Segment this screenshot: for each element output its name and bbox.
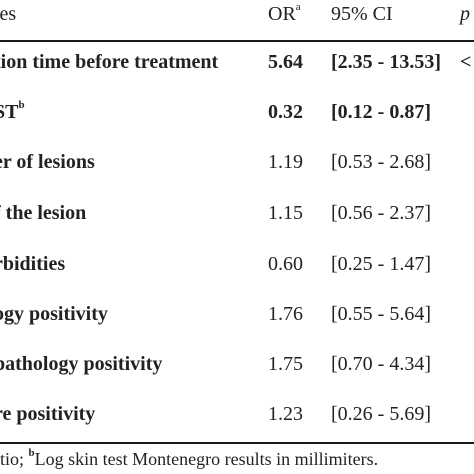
row-variable: tion time before treatment [0,51,219,73]
row-variable: rbidities [0,253,66,275]
row-or: 0.60 [268,253,303,275]
row-ci: [0.55 - 5.64] [331,303,431,325]
table-bottom-rule [0,442,474,444]
row-ci: [0.25 - 1.47] [331,253,431,275]
header-p-value: p [460,3,470,25]
row-variable: pathology positivity [0,353,163,375]
header-divider [0,40,474,42]
header-variables: les [0,3,17,25]
row-ci: [2.35 - 13.53] [331,51,441,73]
row-or: 1.76 [268,303,303,325]
row-variable: STb [0,99,25,123]
row-variable: er of lesions [0,151,95,173]
row-variable: ogy positivity [0,303,108,325]
row-or: 1.23 [268,403,303,425]
header-or: ORa [268,2,301,26]
row-ci: [0.56 - 2.37] [331,202,431,224]
row-or: 1.19 [268,151,303,173]
row-p: < [460,51,472,73]
row-variable: f the lesion [0,202,87,224]
header-ci: 95% CI [331,3,393,25]
row-variable: re positivity [0,403,96,425]
header-or-label: OR [268,3,296,25]
row-ci: [0.70 - 4.34] [331,353,431,375]
row-ci: [0.53 - 2.68] [331,151,431,173]
row-or: 5.64 [268,51,303,73]
row-or: 1.75 [268,353,303,375]
row-ci: [0.26 - 5.69] [331,403,431,425]
table-footnote: atio; bLog skin test Montenegro results … [0,447,379,470]
header-or-footnote-mark: a [295,1,301,14]
row-or: 1.15 [268,202,303,224]
row-ci: [0.12 - 0.87] [331,101,431,123]
row-or: 0.32 [268,101,303,123]
